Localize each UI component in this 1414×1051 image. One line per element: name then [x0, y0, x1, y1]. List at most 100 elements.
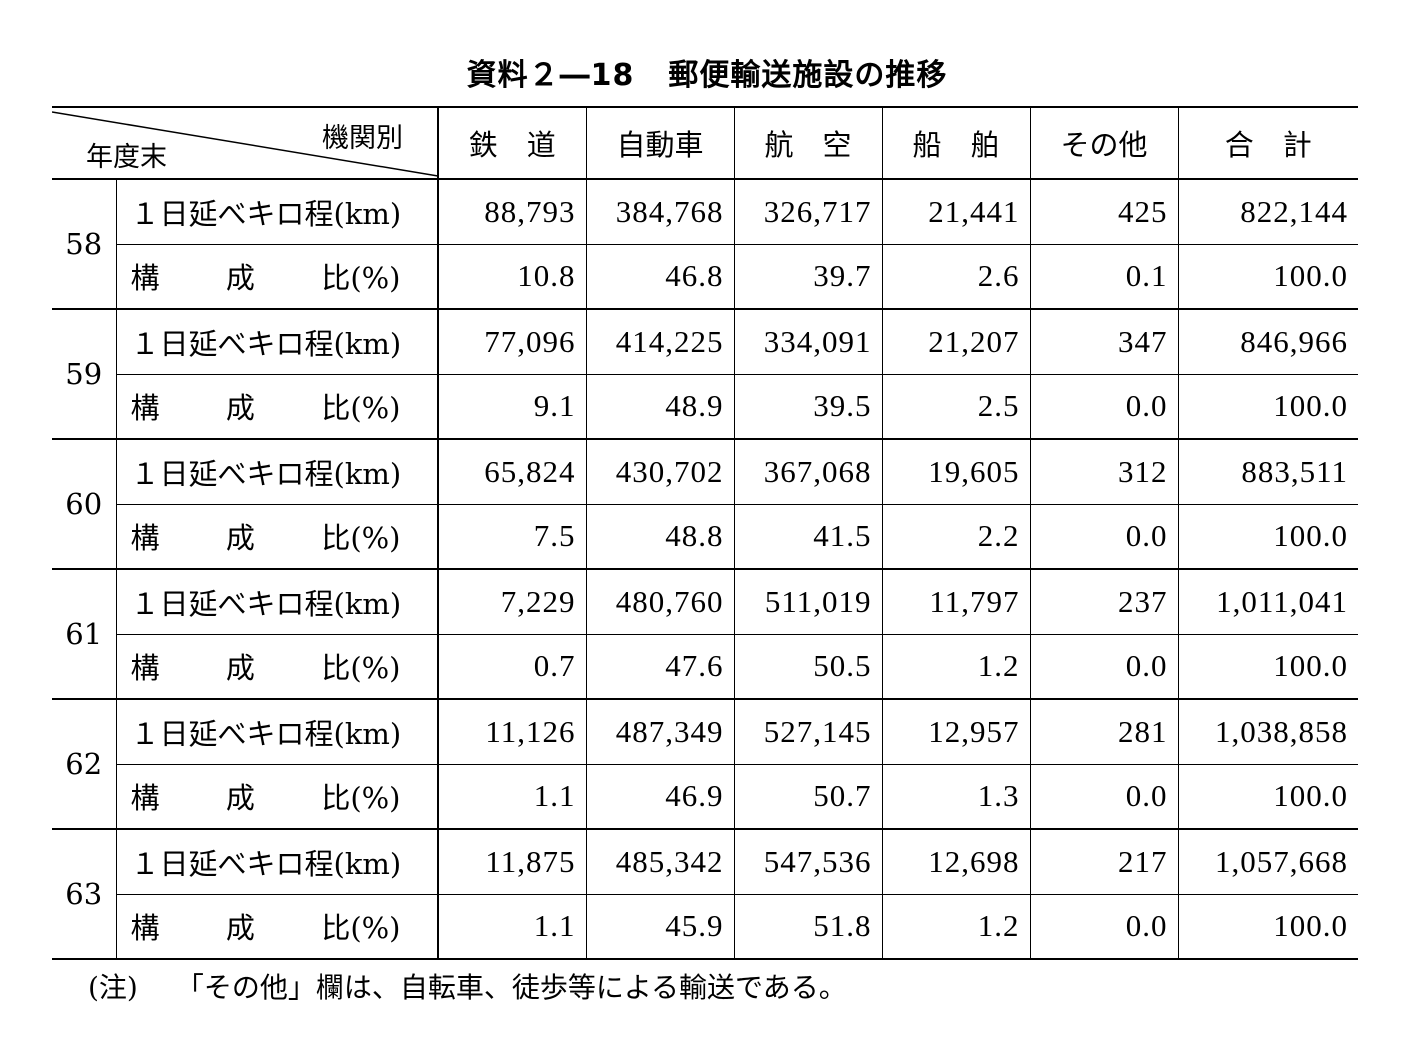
cell-ratio-air: 39.7: [733, 244, 882, 310]
cell-km-other: 237: [1029, 569, 1178, 635]
cell-km-rail: 77,096: [437, 309, 586, 375]
ratio-label-part: 構: [130, 781, 160, 816]
row-label-ratio: 構 成 比(%): [115, 634, 438, 700]
row-label-ratio: 構 成 比(%): [115, 504, 438, 570]
cell-ratio-air: 39.5: [733, 374, 882, 440]
cell-km-rail: 7,229: [437, 569, 586, 635]
table-row-ratio: 構 成 比(%) 0.7 47.6 50.5 1.2 0.0 100.0: [52, 634, 1358, 700]
cell-ratio-total: 100.0: [1177, 634, 1358, 700]
column-header-rail: 鉄 道: [437, 106, 586, 180]
cell-km-auto: 480,760: [585, 569, 734, 635]
cell-ratio-total: 100.0: [1177, 764, 1358, 830]
cell-ratio-ship: 2.2: [881, 504, 1030, 570]
header-row: 機関別 年度末 鉄 道 自動車 航 空 船 舶 その他 合 計: [52, 106, 1358, 180]
cell-ratio-air: 41.5: [733, 504, 882, 570]
cell-ratio-other: 0.1: [1029, 244, 1178, 310]
cell-ratio-total: 100.0: [1177, 244, 1358, 310]
ratio-label-part: 比(%): [321, 521, 401, 556]
row-label-ratio: 構 成 比(%): [115, 894, 438, 960]
cell-ratio-ship: 1.3: [881, 764, 1030, 830]
table-row-km: 62 １日延べキロ程(km) 11,126 487,349 527,145 12,957 2…: [52, 699, 1358, 830]
ratio-label-part: 構: [130, 651, 160, 686]
row-label-km: １日延べキロ程(km): [115, 439, 438, 505]
cell-ratio-rail: 1.1: [437, 894, 586, 960]
cell-km-other: 217: [1029, 829, 1178, 895]
year-cell: 58: [52, 179, 116, 310]
corner-diagonal-line: [52, 111, 438, 177]
table-row-ratio: 構 成 比(%) 1.1 45.9 51.8 1.2 0.0 100.0: [52, 894, 1358, 960]
cell-ratio-air: 50.7: [733, 764, 882, 830]
cell-ratio-ship: 1.2: [881, 894, 1030, 960]
cell-ratio-ship: 2.6: [881, 244, 1030, 310]
ratio-label-part: 比(%): [321, 651, 401, 686]
cell-ratio-rail: 1.1: [437, 764, 586, 830]
row-label-km: １日延べキロ程(km): [115, 829, 438, 895]
ratio-label-part: 成: [225, 651, 255, 686]
postal-transport-table: 機関別 年度末 鉄 道 自動車 航 空 船 舶 その他 合 計 58 １日延べキロ…: [52, 106, 1358, 960]
cell-ratio-total: 100.0: [1177, 504, 1358, 570]
row-label-ratio: 構 成 比(%): [115, 244, 438, 310]
ratio-label-part: 比(%): [321, 911, 401, 946]
column-header-air: 航 空: [733, 106, 882, 180]
year-cell: 60: [52, 439, 116, 570]
table-row-km: 63 １日延べキロ程(km) 11,875 485,342 547,536 12,698 2…: [52, 829, 1358, 960]
cell-ratio-total: 100.0: [1177, 374, 1358, 440]
cell-km-air: 326,717: [733, 179, 882, 245]
table-row-ratio: 構 成 比(%) 10.8 46.8 39.7 2.6 0.1 100.0: [52, 244, 1358, 310]
cell-ratio-other: 0.0: [1029, 504, 1178, 570]
ratio-label-part: 構: [130, 911, 160, 946]
cell-ratio-rail: 10.8: [437, 244, 586, 310]
ratio-label-part: 成: [225, 911, 255, 946]
footnote: (注) 「その他」欄は、自転車、徒歩等による輸送である。: [88, 966, 847, 1006]
row-label-km: １日延べキロ程(km): [115, 569, 438, 635]
cell-km-ship: 12,957: [881, 699, 1030, 765]
corner-row-caption: 年度末: [86, 142, 167, 173]
page-title: 資料２―18 郵便輸送施設の推移: [0, 50, 1414, 94]
corner-column-caption: 機関別: [322, 123, 403, 154]
title-text: 郵便輸送施設の推移: [668, 58, 948, 93]
cell-ratio-auto: 48.9: [585, 374, 734, 440]
year-cell: 59: [52, 309, 116, 440]
cell-km-total: 1,057,668: [1177, 829, 1358, 895]
cell-km-rail: 88,793: [437, 179, 586, 245]
cell-ratio-air: 51.8: [733, 894, 882, 960]
cell-km-auto: 487,349: [585, 699, 734, 765]
cell-ratio-total: 100.0: [1177, 894, 1358, 960]
cell-ratio-other: 0.0: [1029, 634, 1178, 700]
year-cell: 62: [52, 699, 116, 830]
cell-km-air: 367,068: [733, 439, 882, 505]
cell-ratio-auto: 47.6: [585, 634, 734, 700]
table-row-km: 58 １日延べキロ程(km) 88,793 384,768 326,717 21,441 4…: [52, 179, 1358, 310]
table-row-km: 61 １日延べキロ程(km) 7,229 480,760 511,019 11,797 23…: [52, 569, 1358, 700]
ratio-label-part: 成: [225, 521, 255, 556]
cell-km-air: 511,019: [733, 569, 882, 635]
cell-km-rail: 65,824: [437, 439, 586, 505]
cell-km-other: 312: [1029, 439, 1178, 505]
row-label-km: １日延べキロ程(km): [115, 179, 438, 245]
row-label-ratio: 構 成 比(%): [115, 764, 438, 830]
row-label-km: １日延べキロ程(km): [115, 699, 438, 765]
cell-km-other: 281: [1029, 699, 1178, 765]
cell-km-air: 334,091: [733, 309, 882, 375]
cell-ratio-auto: 48.8: [585, 504, 734, 570]
cell-km-total: 1,011,041: [1177, 569, 1358, 635]
ratio-label-part: 成: [225, 261, 255, 296]
cell-km-ship: 12,698: [881, 829, 1030, 895]
cell-km-ship: 11,797: [881, 569, 1030, 635]
cell-km-rail: 11,875: [437, 829, 586, 895]
column-header-auto: 自動車: [585, 106, 734, 180]
column-header-other: その他: [1029, 106, 1178, 180]
table-row-ratio: 構 成 比(%) 1.1 46.9 50.7 1.3 0.0 100.0: [52, 764, 1358, 830]
ratio-label-part: 構: [130, 261, 160, 296]
row-label-ratio: 構 成 比(%): [115, 374, 438, 440]
cell-ratio-ship: 2.5: [881, 374, 1030, 440]
cell-km-air: 527,145: [733, 699, 882, 765]
cell-ratio-other: 0.0: [1029, 894, 1178, 960]
cell-ratio-auto: 45.9: [585, 894, 734, 960]
cell-km-other: 425: [1029, 179, 1178, 245]
table-body: 58 １日延べキロ程(km) 88,793 384,768 326,717 21,441 4…: [52, 179, 1358, 960]
cell-km-ship: 21,207: [881, 309, 1030, 375]
cell-ratio-rail: 0.7: [437, 634, 586, 700]
cell-ratio-rail: 9.1: [437, 374, 586, 440]
cell-ratio-other: 0.0: [1029, 374, 1178, 440]
